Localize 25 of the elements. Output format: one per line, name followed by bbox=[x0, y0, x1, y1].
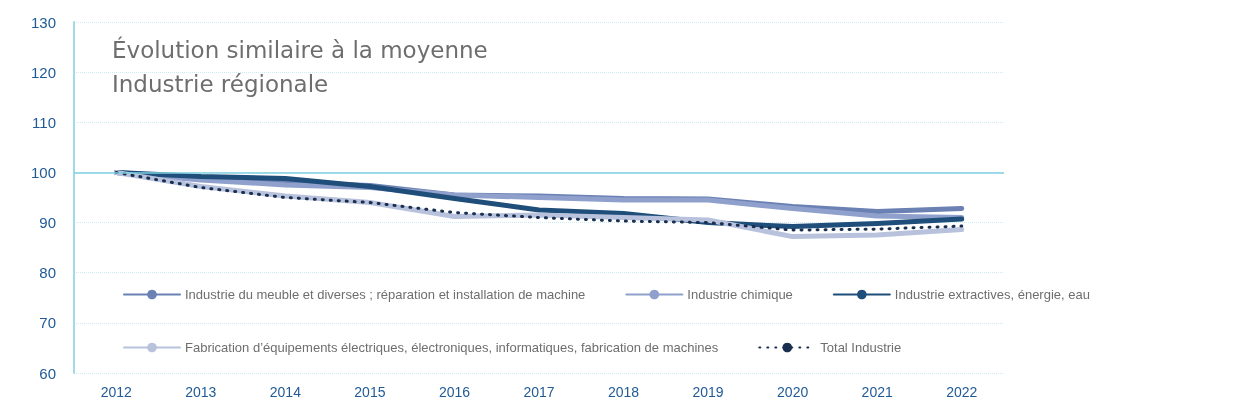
x-tick-label: 2022 bbox=[946, 384, 978, 400]
y-tick-label: 120 bbox=[30, 63, 56, 81]
y-tick-label: 70 bbox=[39, 314, 56, 332]
x-tick-label: 2012 bbox=[100, 384, 133, 400]
legend-label: Fabrication d’équipements électriques, électroniques, informatiques, fabrication de machines bbox=[185, 340, 719, 355]
x-tick-label: 2020 bbox=[777, 384, 809, 400]
y-tick-label: 60 bbox=[39, 364, 56, 382]
y-tick-label: 90 bbox=[39, 214, 56, 232]
x-tick-label: 2021 bbox=[861, 384, 893, 400]
y-tick-label: 110 bbox=[32, 113, 56, 131]
x-tick-label: 2017 bbox=[523, 384, 555, 400]
x-tick-label: 2013 bbox=[185, 384, 217, 400]
text: Évolution similaire à la moyenne Industrie régionale bbox=[112, 36, 488, 97]
y-tick-label: 100 bbox=[30, 163, 56, 181]
y-tick-label: 80 bbox=[39, 264, 56, 282]
legend-label: Industrie du meuble et diverses ; réparation et installation de machine bbox=[185, 287, 586, 302]
y-tick-label: 130 bbox=[30, 13, 56, 31]
x-tick-label: 2014 bbox=[269, 384, 302, 400]
x-tick-label: 2016 bbox=[438, 384, 471, 400]
legend-label: Industrie extractives, énergie, eau bbox=[894, 287, 1090, 302]
legend-label: Total Industrie bbox=[820, 340, 902, 355]
x-tick-label: 2019 bbox=[692, 384, 724, 400]
x-tick-label: 2018 bbox=[607, 384, 640, 400]
legend-label: Industrie chimique bbox=[687, 287, 793, 302]
x-tick-label: 2015 bbox=[354, 384, 386, 400]
